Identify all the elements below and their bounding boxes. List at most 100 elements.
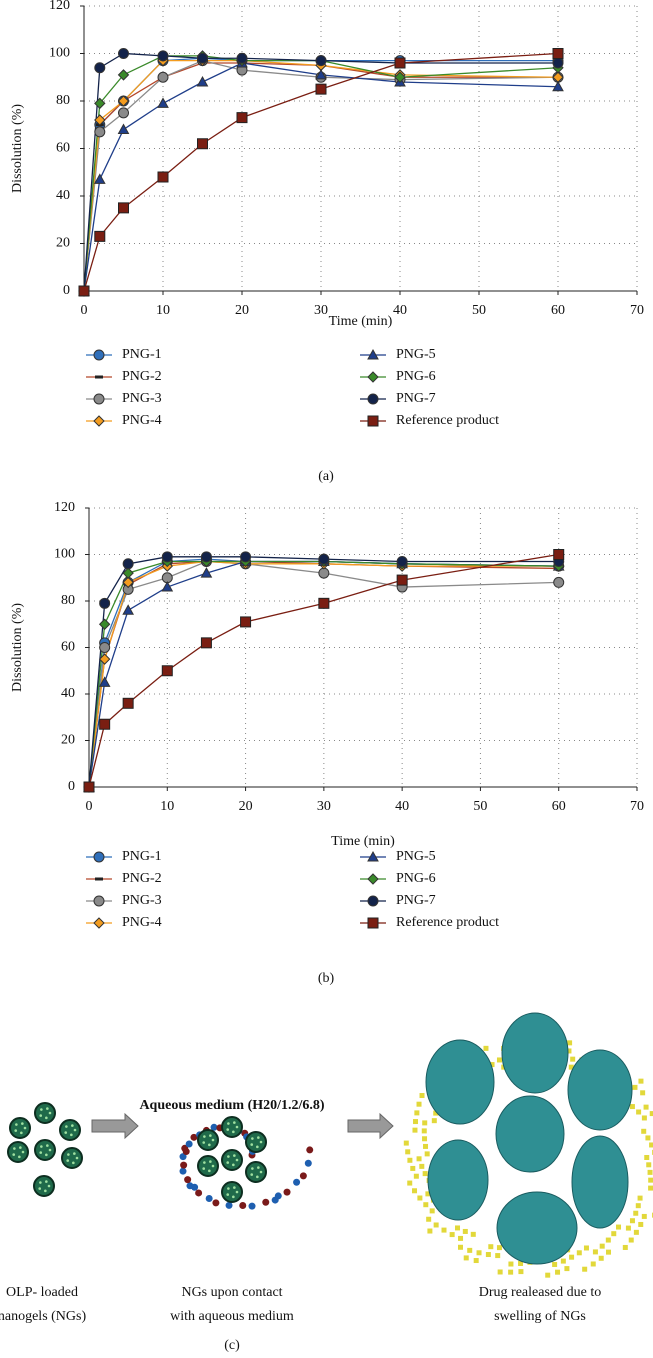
nanogel	[7, 1141, 29, 1163]
drug-particle	[407, 1157, 413, 1163]
drug-particle	[424, 1151, 430, 1157]
y-tick-label: 80	[56, 93, 70, 108]
drug-dot	[21, 1150, 25, 1154]
drug-dot	[64, 1131, 68, 1134]
marker	[122, 576, 134, 589]
drug-dot	[46, 1107, 49, 1110]
drug-dot	[40, 1108, 43, 1111]
drug-dot	[67, 1153, 70, 1156]
y-tick-label: 0	[68, 779, 75, 794]
marker	[117, 123, 130, 134]
drug-dot	[14, 1129, 18, 1132]
marker	[98, 653, 111, 665]
molecule	[184, 1176, 192, 1184]
legend-label: Reference product	[396, 413, 499, 428]
x-tick-label: 50	[473, 799, 487, 814]
molecule	[195, 1189, 203, 1197]
drug-dot	[211, 1164, 215, 1168]
legend-marker	[93, 349, 105, 361]
drug-dot	[208, 1169, 211, 1173]
drug-particle	[638, 1078, 644, 1084]
marker	[118, 48, 129, 59]
y-tick-label: 20	[61, 733, 75, 748]
drug-particle	[560, 1258, 566, 1264]
marker	[161, 665, 173, 677]
marker	[157, 71, 169, 83]
drug-dot	[226, 1128, 230, 1131]
marker	[157, 50, 169, 62]
marker	[200, 551, 212, 563]
drug-particle	[599, 1243, 605, 1249]
drug-particle	[433, 1222, 439, 1228]
legend-label: Reference product	[396, 915, 499, 930]
drug-particle	[643, 1104, 649, 1110]
drug-dot	[71, 1124, 74, 1127]
arrow	[91, 1112, 139, 1140]
marker	[117, 95, 130, 107]
drug-dot	[226, 1193, 230, 1196]
x-axis-label: Time (min)	[329, 314, 393, 329]
drug-particle	[641, 1115, 647, 1121]
drug-dot	[20, 1131, 23, 1135]
legend-label: PNG-7	[396, 893, 436, 908]
drug-particle	[648, 1177, 653, 1183]
drug-particle	[605, 1237, 611, 1243]
marker	[117, 69, 130, 81]
drug-particle	[552, 1261, 558, 1267]
y-axis-label: Dissolution (%)	[10, 104, 25, 193]
drug-dot	[257, 1136, 260, 1139]
molecule	[212, 1199, 220, 1207]
nanogel	[221, 1181, 243, 1203]
series-line	[88, 553, 559, 788]
drug-particle	[483, 1045, 489, 1051]
drug-particle	[485, 1252, 491, 1258]
drug-dot	[19, 1146, 22, 1149]
marker	[396, 555, 408, 567]
y-axis-label: Dissolution (%)	[10, 603, 25, 692]
marker	[318, 567, 330, 579]
x-tick-label: 50	[472, 303, 486, 318]
drug-particle	[625, 1225, 631, 1231]
drug-dot	[256, 1175, 259, 1179]
drug-particle	[427, 1228, 433, 1234]
drug-particle	[417, 1195, 423, 1201]
molecule	[306, 1146, 314, 1154]
drug-particle	[463, 1255, 469, 1261]
marker	[200, 637, 212, 649]
drug-dot	[251, 1137, 254, 1140]
drug-dot	[45, 1180, 48, 1183]
drug-particle	[488, 1244, 494, 1250]
drug-dot	[227, 1122, 230, 1125]
molecule	[205, 1195, 213, 1203]
marker	[99, 597, 111, 609]
molecule	[182, 1148, 190, 1156]
y-tick-label: 40	[56, 188, 70, 203]
drug-particle	[473, 1258, 479, 1264]
marker	[315, 83, 327, 95]
drug-dot	[72, 1161, 75, 1165]
drug-particle	[590, 1261, 596, 1267]
marker	[93, 173, 106, 184]
molecule	[274, 1192, 282, 1200]
arrow	[347, 1112, 394, 1140]
marker	[99, 642, 111, 653]
marker	[394, 71, 406, 83]
x-tick-label: 10	[160, 799, 174, 814]
x-tick-label: 60	[551, 303, 565, 318]
drug-particle	[413, 1173, 419, 1179]
nanogel	[34, 1139, 56, 1161]
molecule	[293, 1178, 301, 1186]
drug-dot	[21, 1122, 24, 1125]
drug-particle	[467, 1247, 473, 1253]
marker	[122, 567, 134, 579]
drug-particle	[629, 1104, 635, 1110]
drug-dot	[65, 1125, 68, 1128]
x-tick-label: 0	[86, 799, 93, 814]
marker	[98, 676, 111, 687]
drug-particle	[616, 1224, 622, 1230]
legend-label: PNG-3	[122, 893, 162, 908]
drug-dot	[40, 1145, 43, 1148]
drug-particle	[633, 1210, 639, 1216]
drug-dot	[45, 1116, 48, 1120]
y-tick-label: 60	[61, 640, 75, 655]
